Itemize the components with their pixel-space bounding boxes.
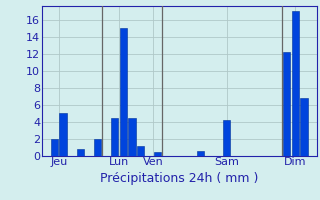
X-axis label: Précipitations 24h ( mm ): Précipitations 24h ( mm ) <box>100 172 258 185</box>
Bar <box>223 120 230 156</box>
Bar <box>128 118 136 156</box>
Bar <box>300 98 308 156</box>
Bar <box>154 152 161 156</box>
Bar <box>292 11 299 156</box>
Bar <box>51 139 58 156</box>
Bar <box>197 151 204 156</box>
Bar <box>120 28 127 156</box>
Bar <box>77 149 84 156</box>
Bar <box>283 52 290 156</box>
Bar <box>60 113 67 156</box>
Bar <box>111 118 118 156</box>
Bar <box>137 146 144 156</box>
Bar <box>94 139 101 156</box>
